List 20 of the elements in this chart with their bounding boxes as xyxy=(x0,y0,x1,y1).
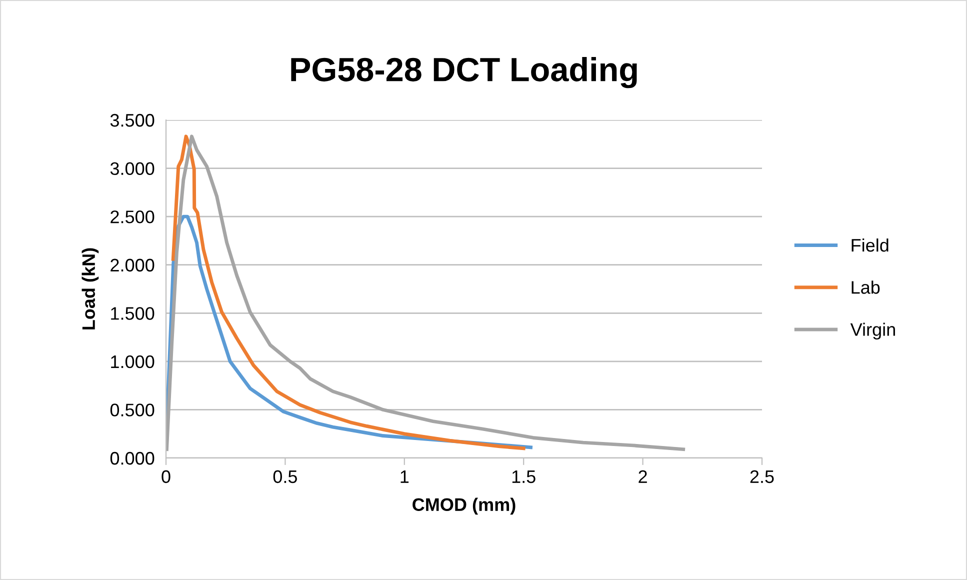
y-axis-title: Load (kN) xyxy=(82,248,99,330)
x-axis-title: CMOD (mm) xyxy=(412,498,516,515)
x-tick-label: 0 xyxy=(162,470,170,484)
y-tick-label: 3.000 xyxy=(110,162,154,176)
y-tick-label: 1.000 xyxy=(111,355,154,368)
x-tick-label: 1 xyxy=(400,470,409,483)
chart-title: PG58-28 DCT Loading xyxy=(291,56,637,88)
y-tick-label: 0.000 xyxy=(110,452,154,465)
legend-label: Lab xyxy=(852,280,880,294)
legend-label: Field xyxy=(852,238,888,252)
y-tick-label: 2.500 xyxy=(110,210,154,224)
legend-label: Virgin xyxy=(850,322,895,340)
y-tick-label: 3.500 xyxy=(110,114,154,127)
x-tick-label: 0.5 xyxy=(273,470,297,484)
y-tick-label: 2.000 xyxy=(110,258,154,272)
y-tick-label: 1.500 xyxy=(111,307,154,320)
x-tick-label: 2 xyxy=(638,470,647,483)
x-tick-label: 1.5 xyxy=(512,470,536,484)
x-tick-label: 2.5 xyxy=(750,470,774,484)
y-tick-label: 0.500 xyxy=(110,404,154,416)
